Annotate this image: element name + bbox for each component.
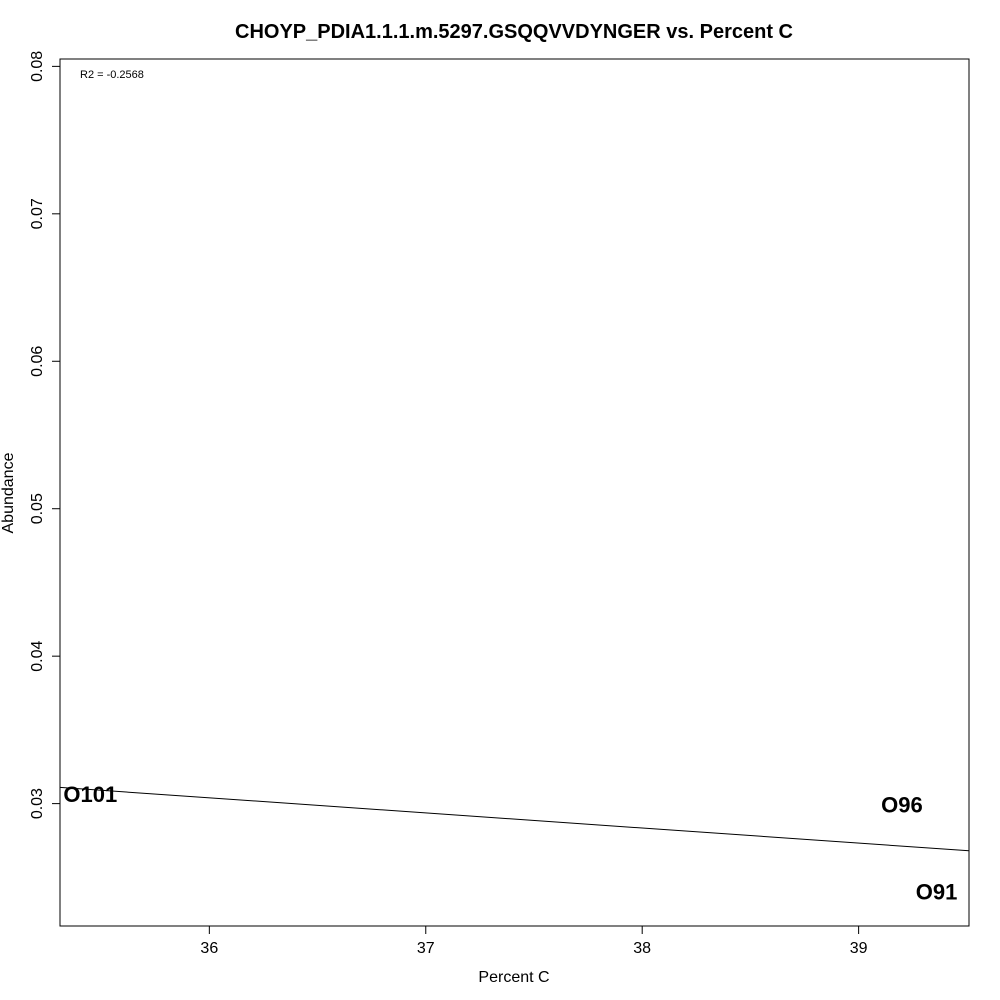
r2-annotation: R2 = -0.2568 xyxy=(80,69,144,81)
y-axis: 0.03 0.04 0.05 0.06 0.07 0.08 xyxy=(29,51,60,819)
x-tick-label: 37 xyxy=(417,940,435,957)
point-label: O91 xyxy=(916,879,958,904)
plot-frame xyxy=(59,58,970,927)
points-layer: O101 O96 O91 xyxy=(63,782,957,904)
y-tick-label: 0.06 xyxy=(29,346,46,377)
y-axis-label: Abundance xyxy=(0,452,17,533)
y-tick-label: 0.05 xyxy=(29,493,46,524)
regression-line xyxy=(59,786,970,852)
y-tick-label: 0.04 xyxy=(29,640,46,671)
x-axis-label: Percent C xyxy=(478,969,549,986)
point-label: O96 xyxy=(881,792,923,817)
y-tick-label: 0.03 xyxy=(29,788,46,819)
point-label: O101 xyxy=(63,782,117,807)
fit-line-layer xyxy=(59,786,970,852)
x-tick-label: 39 xyxy=(850,940,868,957)
x-tick-label: 38 xyxy=(633,940,651,957)
chart-title: CHOYP_PDIA1.1.1.m.5297.GSQQVVDYNGER vs. … xyxy=(235,21,793,43)
y-tick-label: 0.07 xyxy=(29,198,46,229)
x-tick-label: 36 xyxy=(200,940,218,957)
y-tick-label: 0.08 xyxy=(29,51,46,82)
x-axis: 36 37 38 39 xyxy=(200,926,868,957)
